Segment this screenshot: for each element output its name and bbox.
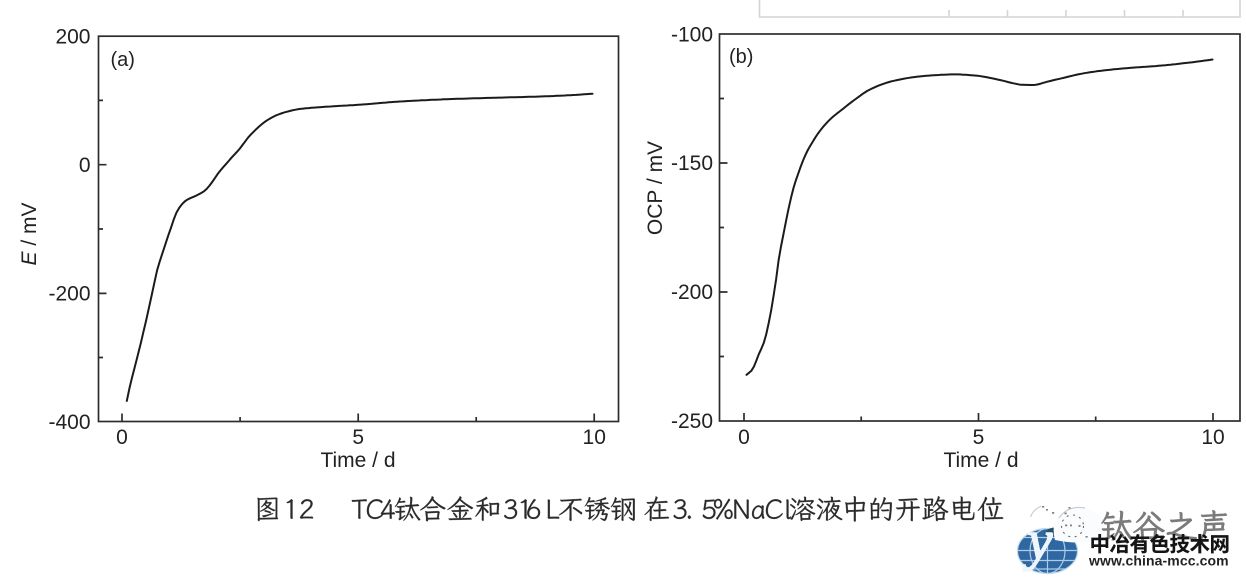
svg-text:-200: -200 bbox=[671, 281, 713, 304]
svg-text:E / mV: E / mV bbox=[18, 202, 41, 265]
svg-text:200: 200 bbox=[55, 25, 90, 48]
svg-text:Time / d: Time / d bbox=[320, 449, 395, 472]
svg-text:-250: -250 bbox=[671, 410, 713, 433]
svg-text:y: y bbox=[1023, 510, 1053, 572]
svg-text:-100: -100 bbox=[671, 23, 713, 46]
svg-text:-400: -400 bbox=[48, 411, 90, 434]
svg-text:www.china-mcc.com: www.china-mcc.com bbox=[1088, 553, 1229, 569]
svg-text:10: 10 bbox=[583, 426, 606, 449]
svg-text:-150: -150 bbox=[671, 152, 713, 175]
svg-text:(b): (b) bbox=[729, 46, 753, 68]
svg-text:0: 0 bbox=[116, 426, 128, 449]
svg-text:-200: -200 bbox=[48, 283, 90, 306]
svg-text:0: 0 bbox=[79, 154, 91, 177]
svg-text:10: 10 bbox=[1201, 426, 1224, 449]
svg-text:0: 0 bbox=[738, 426, 750, 449]
svg-text:(a): (a) bbox=[111, 49, 135, 71]
svg-text:Time / d: Time / d bbox=[943, 449, 1018, 472]
svg-text:5: 5 bbox=[352, 426, 364, 449]
svg-text:OCP / mV: OCP / mV bbox=[644, 141, 667, 235]
svg-text:5: 5 bbox=[973, 426, 985, 449]
